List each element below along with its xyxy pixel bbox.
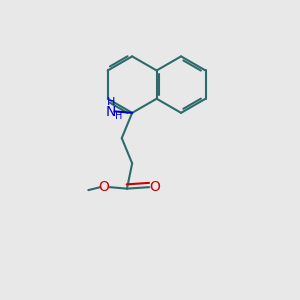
- Text: H: H: [115, 111, 122, 122]
- Text: O: O: [98, 180, 109, 194]
- Text: O: O: [149, 180, 160, 194]
- Text: H: H: [107, 97, 115, 106]
- Text: N: N: [106, 105, 116, 119]
